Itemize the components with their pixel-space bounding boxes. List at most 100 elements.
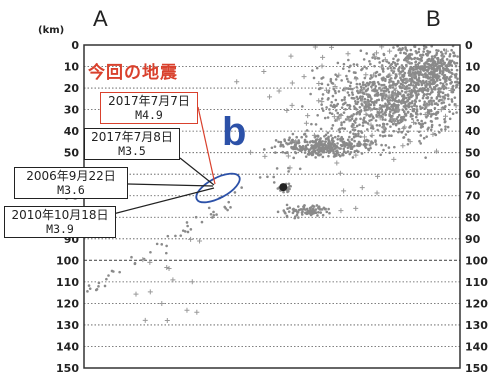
hypocenter-dot: [367, 93, 370, 96]
hypocenter-cross: [422, 112, 428, 118]
hypocenter-dot: [367, 139, 370, 143]
hypocenter-dot: [328, 211, 331, 215]
hypocenter-dot: [418, 89, 422, 92]
hypocenter-dot: [353, 128, 357, 132]
hypocenter-dot: [409, 48, 413, 52]
hypocenter-dot: [286, 186, 290, 190]
hypocenter-dot: [401, 94, 404, 98]
hypocenter-dot: [351, 97, 355, 100]
hypocenter-dot: [356, 97, 360, 101]
hypocenter-dot: [437, 90, 441, 93]
hypocenter-dot: [297, 208, 301, 212]
hypocenter-dot: [405, 64, 408, 68]
hypocenter-dot: [298, 149, 301, 152]
hypocenter-dot: [454, 64, 458, 68]
hypocenter-dot: [215, 213, 218, 216]
hypocenter-cross: [319, 99, 325, 105]
hypocenter-dot: [272, 181, 276, 184]
leader-2017-07-08: [179, 157, 215, 186]
hypocenter-dot: [365, 143, 368, 146]
hypocenter-dot: [295, 135, 299, 139]
hypocenter-dot: [441, 82, 445, 86]
hypocenter-dot: [288, 136, 291, 140]
hypocenter-dot: [212, 213, 216, 217]
hypocenter-cross: [369, 132, 375, 138]
hypocenter-dot: [417, 130, 421, 134]
hypocenter-dot: [302, 206, 306, 209]
hypocenter-dot: [456, 55, 459, 58]
hypocenter-dot: [340, 98, 344, 102]
hypocenter-cross: [434, 148, 440, 154]
hypocenter-dot: [95, 287, 99, 291]
hypocenter-dot: [418, 99, 421, 103]
hypocenter-dot: [356, 142, 359, 146]
hypocenter-dot: [347, 87, 350, 90]
hypocenter-dot: [342, 120, 346, 124]
hypocenter-dot: [328, 111, 332, 115]
hypocenter-cross: [164, 318, 170, 324]
hypocenter-dot: [360, 152, 364, 155]
hypocenter-dot: [185, 221, 189, 224]
hypocenter-dot: [418, 72, 422, 76]
hypocenter-dot: [350, 138, 354, 141]
hypocenter-dot: [362, 118, 365, 122]
hypocenter-dot: [428, 76, 432, 79]
hypocenter-dot: [308, 212, 311, 215]
y-tick-label: 150: [465, 362, 488, 375]
hypocenter-dot: [410, 78, 414, 81]
hypocenter-dot: [381, 118, 385, 121]
event-date: 2010年10月18日: [11, 208, 109, 222]
hypocenter-dot: [404, 113, 408, 116]
hypocenter-dot: [421, 90, 424, 94]
hypocenter-dot: [437, 75, 441, 78]
hypocenter-dot: [318, 142, 322, 146]
hypocenter-cross: [289, 80, 295, 86]
depth-unit-label: (km): [38, 25, 65, 36]
hypocenter-dot: [394, 84, 397, 87]
hypocenter-dot: [296, 205, 300, 208]
hypocenter-dot: [378, 134, 382, 137]
hypocenter-dot: [409, 124, 412, 128]
hypocenter-dot: [429, 128, 433, 132]
hypocenter-dot: [300, 211, 304, 214]
hypocenter-dot: [384, 113, 387, 117]
hypocenter-cross: [324, 87, 329, 93]
hypocenter-dot: [266, 175, 269, 179]
hypocenter-dot: [289, 184, 292, 188]
hypocenter-dot: [357, 129, 360, 133]
hypocenter-dot: [434, 113, 438, 116]
hypocenter-dot: [377, 98, 381, 102]
hypocenter-dot: [327, 207, 330, 211]
hypocenter-dot: [450, 100, 454, 103]
hypocenter-dot: [133, 261, 137, 265]
hypocenter-cross: [311, 132, 317, 138]
hypocenter-dot: [389, 125, 392, 128]
hypocenter-dot: [97, 285, 100, 288]
hypocenter-dot: [306, 143, 310, 147]
hypocenter-cross: [430, 131, 436, 137]
hypocenter-dot: [433, 81, 436, 85]
hypocenter-dot: [394, 96, 398, 99]
hypocenter-dot: [367, 103, 371, 107]
hypocenter-dot: [388, 119, 392, 123]
hypocenter-dot: [413, 68, 417, 71]
hypocenter-dot: [388, 85, 392, 89]
hypocenter-dot: [293, 215, 297, 218]
hypocenter-dot: [346, 103, 349, 107]
hypocenter-dot: [396, 119, 400, 123]
hypocenter-dot: [356, 134, 360, 138]
hypocenter-dot: [331, 124, 335, 127]
hypocenter-dot: [381, 134, 385, 138]
hypocenter-cross: [341, 188, 347, 194]
hypocenter-dot: [240, 186, 243, 189]
event-magnitude: M3.5: [118, 144, 146, 158]
hypocenter-dot: [385, 108, 389, 111]
hypocenter-dot: [366, 128, 369, 131]
hypocenter-dot: [394, 63, 398, 67]
hypocenter-dot: [300, 145, 304, 149]
y-tick-label: 100: [56, 254, 79, 267]
hypocenter-cross: [288, 53, 294, 59]
hypocenter-dot: [448, 103, 451, 107]
hypocenter-dot: [112, 270, 115, 273]
hypocenter-dot: [445, 58, 449, 61]
